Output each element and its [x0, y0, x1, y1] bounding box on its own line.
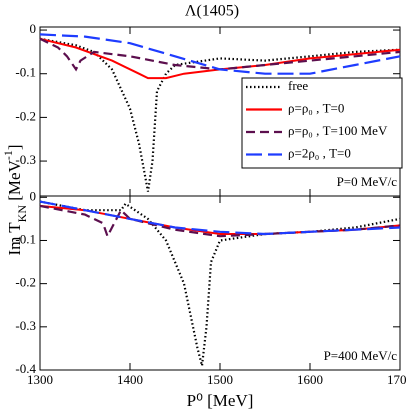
y-tick-label: -0.2 [15, 108, 36, 123]
series-line [39, 200, 401, 366]
annotation: P=0 MeV/c [337, 174, 398, 189]
series-line [39, 37, 401, 72]
y-label-part: ] [5, 144, 24, 150]
x-tick-label: 1400 [117, 372, 143, 387]
series-line [39, 37, 401, 192]
plot-frame [39, 195, 401, 371]
y-label-part: Im T [5, 222, 24, 256]
series-line [39, 33, 401, 75]
y-tick-label: -0.1 [15, 231, 36, 246]
y-tick-label: -0.4 [15, 361, 36, 376]
series-line [39, 204, 401, 235]
y-tick-label: -0.1 [15, 65, 36, 80]
legend-label: ρ=ρ₀ , T=0 [288, 100, 344, 115]
annotation: P=400 MeV/c [324, 348, 398, 363]
legend-label: ρ=ρ₀ , T=100 MeV [288, 123, 388, 138]
y-tick-label: -0.3 [15, 152, 36, 167]
x-tick-label: 1500 [207, 372, 233, 387]
y-axis-label: Im TKN [MeV-1] [1, 144, 29, 255]
y-label-part: [MeV [5, 159, 24, 205]
y-tick-label: -0.3 [15, 318, 36, 333]
series-line [39, 200, 401, 236]
x-tick-label: 1600 [297, 372, 323, 387]
x-tick-label: 1300 [27, 372, 53, 387]
series-line [39, 37, 401, 80]
y-label-part: KN [15, 205, 29, 223]
y-label-part: -1 [1, 150, 15, 160]
chart-title: Λ(1405) [185, 3, 239, 20]
x-axis-label: P⁰ [MeV] [187, 391, 254, 410]
legend-label: free [288, 78, 308, 93]
y-tick-label: 0 [30, 188, 37, 203]
legend-box [241, 77, 403, 169]
legend-label: ρ=2ρ₀ , T=0 [288, 145, 351, 160]
y-tick-label: 0 [30, 21, 37, 36]
x-tick-label: 1700 [387, 372, 407, 387]
y-tick-label: -0.2 [15, 275, 36, 290]
